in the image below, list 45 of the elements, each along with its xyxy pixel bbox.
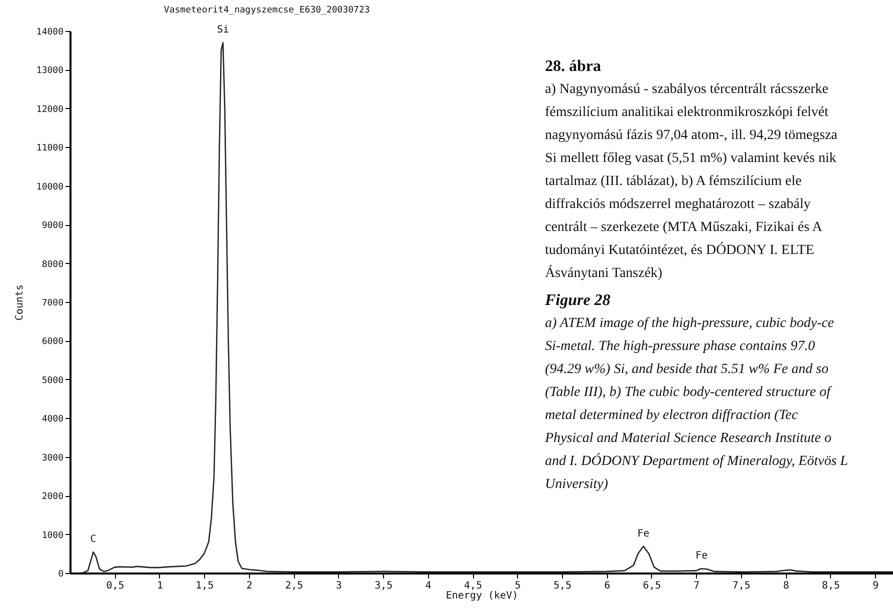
y-tick-label: 11000 — [36, 144, 64, 154]
x-tick-label: 5,5 — [553, 580, 572, 592]
x-tick-label: 2 — [246, 580, 252, 592]
x-tick-label: 9 — [872, 580, 879, 592]
x-tick-label: 4,5 — [464, 580, 482, 592]
y-tick-label: 10000 — [36, 182, 64, 192]
x-axis-title: Energy (keV) — [446, 590, 518, 602]
annotation: C — [90, 534, 96, 546]
x-tick-label: 1 — [156, 580, 163, 592]
annotation: Fe — [696, 550, 708, 562]
x-tick-label: 3,5 — [374, 580, 393, 592]
annotation: Figure 28 — [545, 291, 612, 311]
y-tick-label: 4000 — [42, 414, 64, 425]
annotation: Si — [216, 24, 229, 36]
x-tick-label: 6 — [604, 580, 610, 592]
text: a) Nagynyomású - szabályos tércentrált rácsszerke fémszilícium analitikai elektronmikroszkópi felvét nagynyomású fázis 97,04 atom-, ill. 94,29 tömegsza Si mellett főleg vasat (5,51 m%) valamint kevés nik tartalmaz (III. táblázat), b) A fémszilícium ele diffrakciós módszerrel meghatározott – szabály centrált – szerkezete (MTA Műszaki, Fizikai és A tudományi Kutatóintézet, és DÓDONY I. ELTE Ásványtani Tanszék) — [545, 82, 838, 281]
x-tick-label: 7 — [694, 580, 700, 592]
y-tick-label: 8000 — [42, 260, 64, 270]
y-tick-label: 7000 — [42, 298, 64, 308]
chart-title: Vasmeteorit4_nagyszemcse_E630_20030723 — [164, 6, 370, 16]
x-tick-label: 3 — [336, 580, 342, 592]
x-tick-label: 0,5 — [106, 580, 124, 592]
y-tick-label: 14000 — [36, 28, 64, 38]
y-tick-label: 12000 — [36, 104, 64, 115]
y-tick-label: 2000 — [42, 492, 64, 502]
annotation: Fe — [637, 528, 650, 540]
y-tick-label: 3000 — [42, 453, 64, 464]
annotation: 28. ábra — [545, 57, 602, 77]
y-axis-title: Counts — [14, 284, 26, 321]
y-tick-label: 13000 — [36, 66, 64, 76]
y-tick-label: 5000 — [42, 376, 64, 386]
x-tick-label: 4 — [425, 580, 432, 592]
y-tick-label: 9000 — [42, 221, 64, 232]
x-tick-label: 7,5 — [732, 580, 750, 592]
annotation: a) ATEM image of the high-pressure, cubic body-ce Si-metal. The high-pressure phase contains 97.0 (94.29 w%) Si, and beside that 5.51 w% Fe and so (Table III), b) The cubic body-centered structure of metal determined by electron diffraction (Tec Physical and Material Science Research Institute o and I. DÓDONY Department of Mineralogy, Eötvös L University) — [545, 315, 848, 494]
x-tick-label: 2,5 — [285, 580, 304, 592]
x-tick-label: 8 — [783, 580, 790, 592]
x-tick-label: 6,5 — [642, 580, 661, 592]
line-series — [74, 42, 893, 574]
y-tick-label: 1000 — [42, 530, 64, 541]
x-tick-label: 8,5 — [822, 580, 840, 592]
x-tick-label: 5 — [514, 580, 521, 592]
y-tick-label: 0 — [58, 570, 64, 580]
y-tick-label: 6000 — [42, 337, 64, 348]
x-tick-label: 1,5 — [196, 580, 214, 592]
